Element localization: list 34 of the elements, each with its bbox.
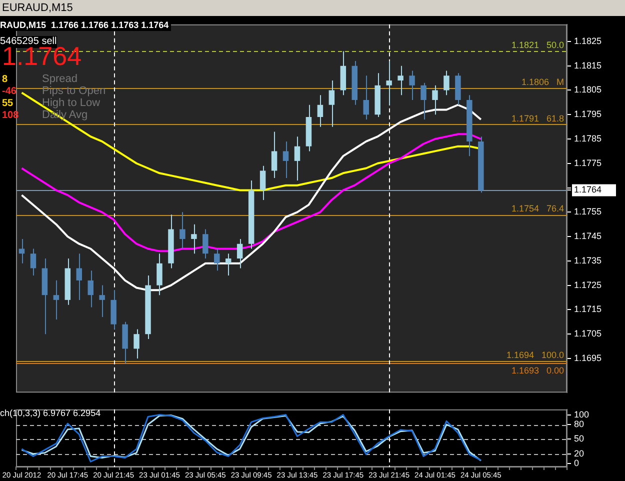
ref-line-label: 1.1821 50.0 xyxy=(511,40,564,50)
text: 8 xyxy=(2,74,8,86)
y-tick-label: 1.1795 xyxy=(574,109,602,120)
y-tick-label: 50 xyxy=(574,434,584,444)
ref-line-label: 1.1806 M xyxy=(521,76,564,87)
ref-line-label: 1.1694 100.0 xyxy=(506,350,564,360)
y-tick-label: 0 xyxy=(574,458,580,468)
y-tick-label: 1.1764 xyxy=(574,184,602,195)
ref-line-label: 1.1791 61.8 xyxy=(511,113,564,124)
ref-line-label: 1.1693 0.00 xyxy=(511,365,564,376)
y-tick-label: 20 xyxy=(574,448,584,458)
chart-title: ch(10,3,3) 6.9767 6.2954 xyxy=(0,407,101,419)
y-tick-label: 1.1815 xyxy=(574,60,602,70)
annotation: 108 xyxy=(2,110,19,122)
chart-title: EURAUD,M15 xyxy=(0,0,625,16)
y-tick-label: 1.1725 xyxy=(574,280,602,290)
text: 55 xyxy=(2,98,14,110)
y-tick-label: 1.1825 xyxy=(574,36,602,46)
annotation: -46 xyxy=(2,86,16,98)
y-tick-label: 1.1805 xyxy=(574,84,602,95)
y-tick-label: 1.1705 xyxy=(574,328,602,339)
annotation: High to Low xyxy=(42,97,100,110)
annotation: Spread xyxy=(42,73,78,86)
y-tick-label: 1.1715 xyxy=(574,304,602,314)
y-tick-label: 1.1785 xyxy=(574,133,602,144)
y-tick-label: 1.1775 xyxy=(574,158,602,168)
y-tick-label: 100 xyxy=(574,409,590,420)
y-tick-label: 1.1745 xyxy=(574,231,602,242)
chart-subtitle: RAUD,M15 1.1766 1.1766 1.1763 1.1764 xyxy=(0,19,171,31)
y-tick-label: 80 xyxy=(574,419,584,430)
y-tick-label: 1.1695 xyxy=(574,352,602,363)
y-tick-label: 1.1755 xyxy=(574,206,602,217)
y-tick-label: 1.1735 xyxy=(574,255,602,266)
ref-line-label: 1.1754 76.4 xyxy=(511,204,564,214)
